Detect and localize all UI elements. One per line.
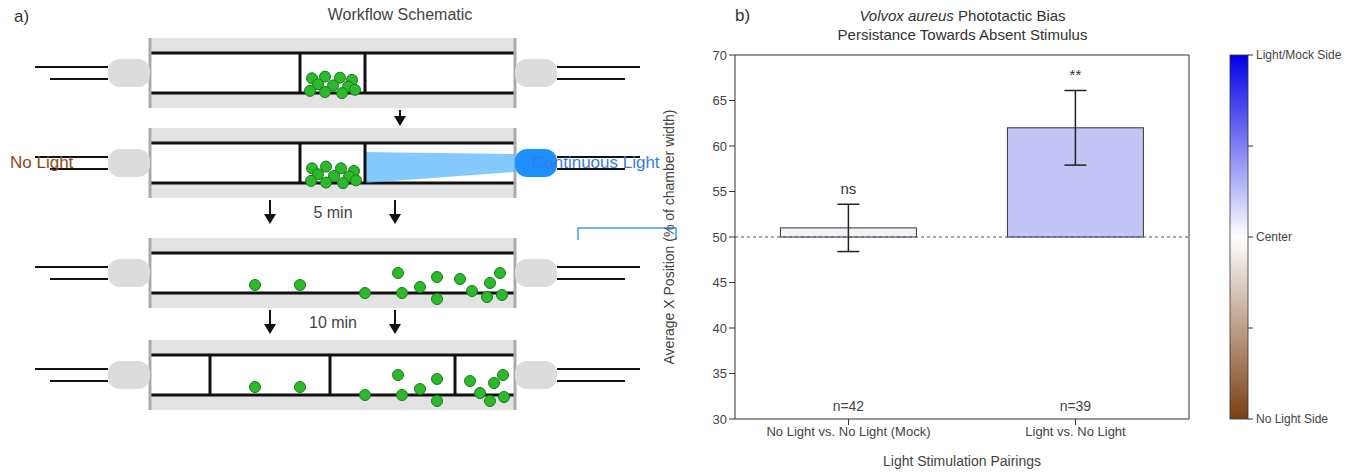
svg-text:No Light: No Light <box>10 153 74 172</box>
svg-text:50: 50 <box>713 230 727 245</box>
svg-text:40: 40 <box>713 321 727 336</box>
svg-text:Workflow Schematic: Workflow Schematic <box>328 6 473 23</box>
html-text:Volvox aureus Phototactic Bias: Volvox aureus Phototactic Bias <box>859 7 1066 24</box>
svg-text:65: 65 <box>713 93 727 108</box>
svg-text:70: 70 <box>713 48 727 63</box>
svg-text:No Light Side: No Light Side <box>1256 412 1328 426</box>
svg-text:60: 60 <box>713 139 727 154</box>
svg-text:n=39: n=39 <box>1060 398 1092 414</box>
svg-text:n=42: n=42 <box>833 398 865 414</box>
svg-text:No Light vs. No Light (Mock): No Light vs. No Light (Mock) <box>766 424 930 439</box>
svg-text:Light vs. No Light: Light vs. No Light <box>1025 424 1126 439</box>
svg-text:55: 55 <box>713 184 727 199</box>
svg-text:Light Stimulation Pairings: Light Stimulation Pairings <box>883 453 1041 469</box>
svg-text:5 min: 5 min <box>313 204 352 221</box>
svg-text:10 min: 10 min <box>309 314 357 331</box>
svg-text:45: 45 <box>713 275 727 290</box>
svg-text:a): a) <box>14 7 29 26</box>
svg-text:**: ** <box>1070 66 1082 83</box>
svg-text:ns: ns <box>840 180 856 197</box>
svg-text:Center: Center <box>1256 230 1292 244</box>
html-text:Persistance Towards Absent Sti: Persistance Towards Absent Stimulus <box>837 26 1088 43</box>
svg-text:Average X Position (% of chamb: Average X Position (% of chamber width) <box>661 110 677 365</box>
svg-text:Light/Mock Side: Light/Mock Side <box>1256 48 1342 62</box>
html-text:b): b) <box>735 6 751 25</box>
svg-text:Continuous Light: Continuous Light <box>532 153 660 172</box>
svg-text:35: 35 <box>713 366 727 381</box>
svg-text:30: 30 <box>713 412 727 427</box>
